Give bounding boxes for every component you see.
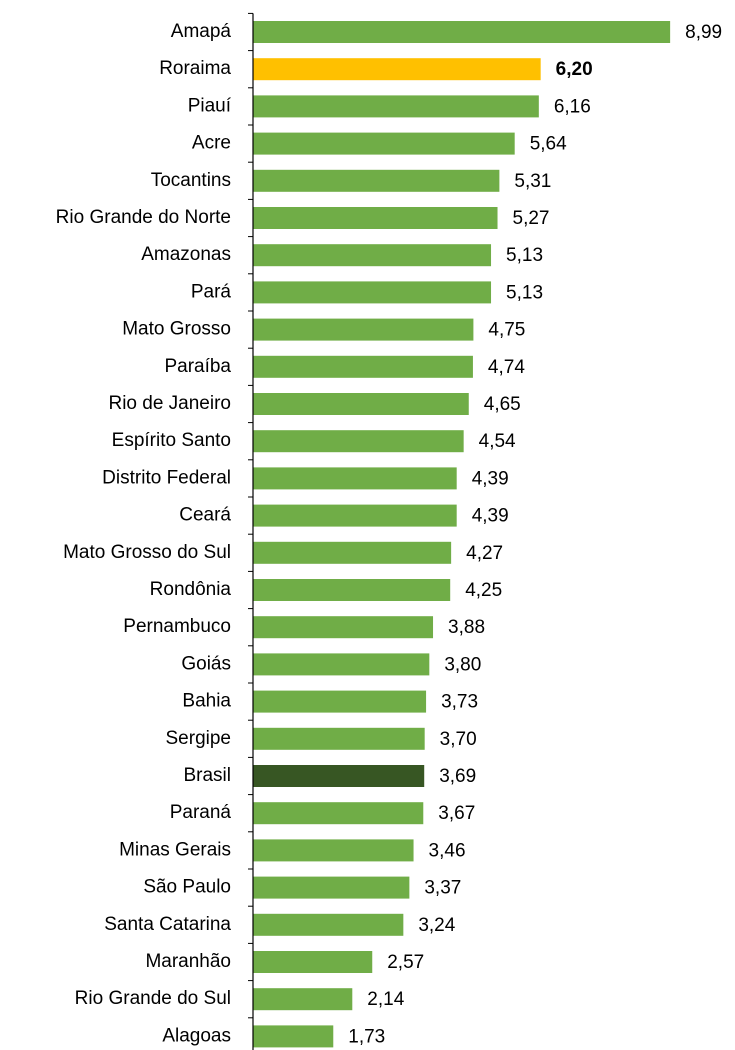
bar — [253, 653, 430, 676]
value-label: 4,25 — [465, 580, 502, 601]
category-label: São Paulo — [143, 877, 231, 898]
bar — [253, 579, 451, 601]
value-label: 4,65 — [484, 394, 521, 415]
category-label: Bahia — [182, 691, 231, 712]
bar — [253, 207, 498, 229]
bar — [253, 95, 539, 118]
category-label: Santa Catarina — [104, 914, 231, 935]
value-label: 4,74 — [488, 357, 525, 378]
bar — [253, 318, 474, 341]
category-label: Piauí — [188, 95, 232, 116]
category-label: Rio Grande do Norte — [56, 207, 231, 228]
category-label: Amazonas — [141, 244, 231, 265]
category-label: Mato Grosso do Sul — [63, 542, 231, 563]
bar — [253, 1025, 334, 1048]
category-label: Alagoas — [162, 1025, 231, 1046]
value-label: 6,20 — [556, 59, 593, 80]
bar — [253, 988, 353, 1011]
bar — [253, 876, 410, 899]
category-label: Tocantins — [151, 170, 231, 191]
bar — [253, 467, 457, 490]
category-label: Brasil — [183, 765, 231, 786]
value-label: 8,99 — [685, 22, 722, 43]
bar — [253, 727, 425, 750]
bar — [253, 951, 373, 973]
value-label: 4,75 — [488, 320, 525, 341]
category-label: Sergipe — [166, 728, 232, 749]
value-label: 3,37 — [424, 878, 461, 899]
bar — [253, 504, 457, 527]
value-label: 3,88 — [448, 617, 485, 638]
category-label: Pará — [191, 281, 232, 302]
bar — [253, 616, 434, 639]
value-label: 5,13 — [506, 245, 543, 266]
category-label: Rio de Janeiro — [108, 393, 231, 414]
bar — [253, 281, 492, 304]
value-label: 5,31 — [514, 171, 551, 192]
bar — [253, 244, 492, 267]
category-label: Maranhão — [145, 951, 231, 972]
value-label: 2,14 — [367, 989, 404, 1010]
bar — [253, 430, 464, 453]
value-label: 5,64 — [530, 134, 567, 155]
value-label: 4,39 — [472, 468, 509, 489]
bar — [253, 913, 404, 936]
bar — [253, 839, 414, 862]
value-label: 4,39 — [472, 506, 509, 527]
category-label: Roraima — [159, 58, 231, 79]
category-label: Distrito Federal — [102, 467, 231, 488]
category-label: Rio Grande do Sul — [75, 988, 231, 1009]
category-label: Goiás — [181, 653, 231, 674]
bar — [253, 690, 427, 713]
bar — [253, 21, 671, 43]
category-label: Paraíba — [164, 356, 231, 377]
value-label: 3,67 — [438, 803, 475, 824]
category-label: Espírito Santo — [112, 430, 231, 451]
value-label: 4,54 — [479, 431, 516, 452]
bar — [253, 355, 473, 378]
bar — [253, 58, 541, 81]
bar — [253, 132, 515, 155]
category-label: Ceará — [179, 505, 231, 526]
category-label: Paraná — [170, 802, 232, 823]
bar — [253, 765, 425, 787]
value-label: 3,73 — [441, 692, 478, 713]
bar — [253, 169, 500, 192]
category-label: Minas Gerais — [119, 839, 231, 860]
value-label: 5,13 — [506, 282, 543, 303]
value-label: 5,27 — [513, 208, 550, 229]
category-label: Pernambuco — [123, 616, 231, 637]
category-label: Amapá — [171, 21, 232, 42]
bar — [253, 802, 424, 825]
value-label: 3,24 — [418, 915, 455, 936]
value-label: 2,57 — [387, 952, 424, 973]
value-label: 3,70 — [440, 729, 477, 750]
bar — [253, 541, 452, 564]
category-label: Acre — [192, 133, 231, 154]
category-label: Mato Grosso — [122, 319, 231, 340]
value-label: 1,73 — [348, 1026, 385, 1047]
value-label: 4,27 — [466, 543, 503, 564]
category-label: Rondônia — [150, 579, 232, 600]
bar — [253, 393, 469, 415]
value-label: 3,80 — [444, 654, 481, 675]
value-label: 3,69 — [439, 766, 476, 787]
value-label: 3,46 — [429, 840, 466, 861]
value-label: 6,16 — [554, 96, 591, 117]
